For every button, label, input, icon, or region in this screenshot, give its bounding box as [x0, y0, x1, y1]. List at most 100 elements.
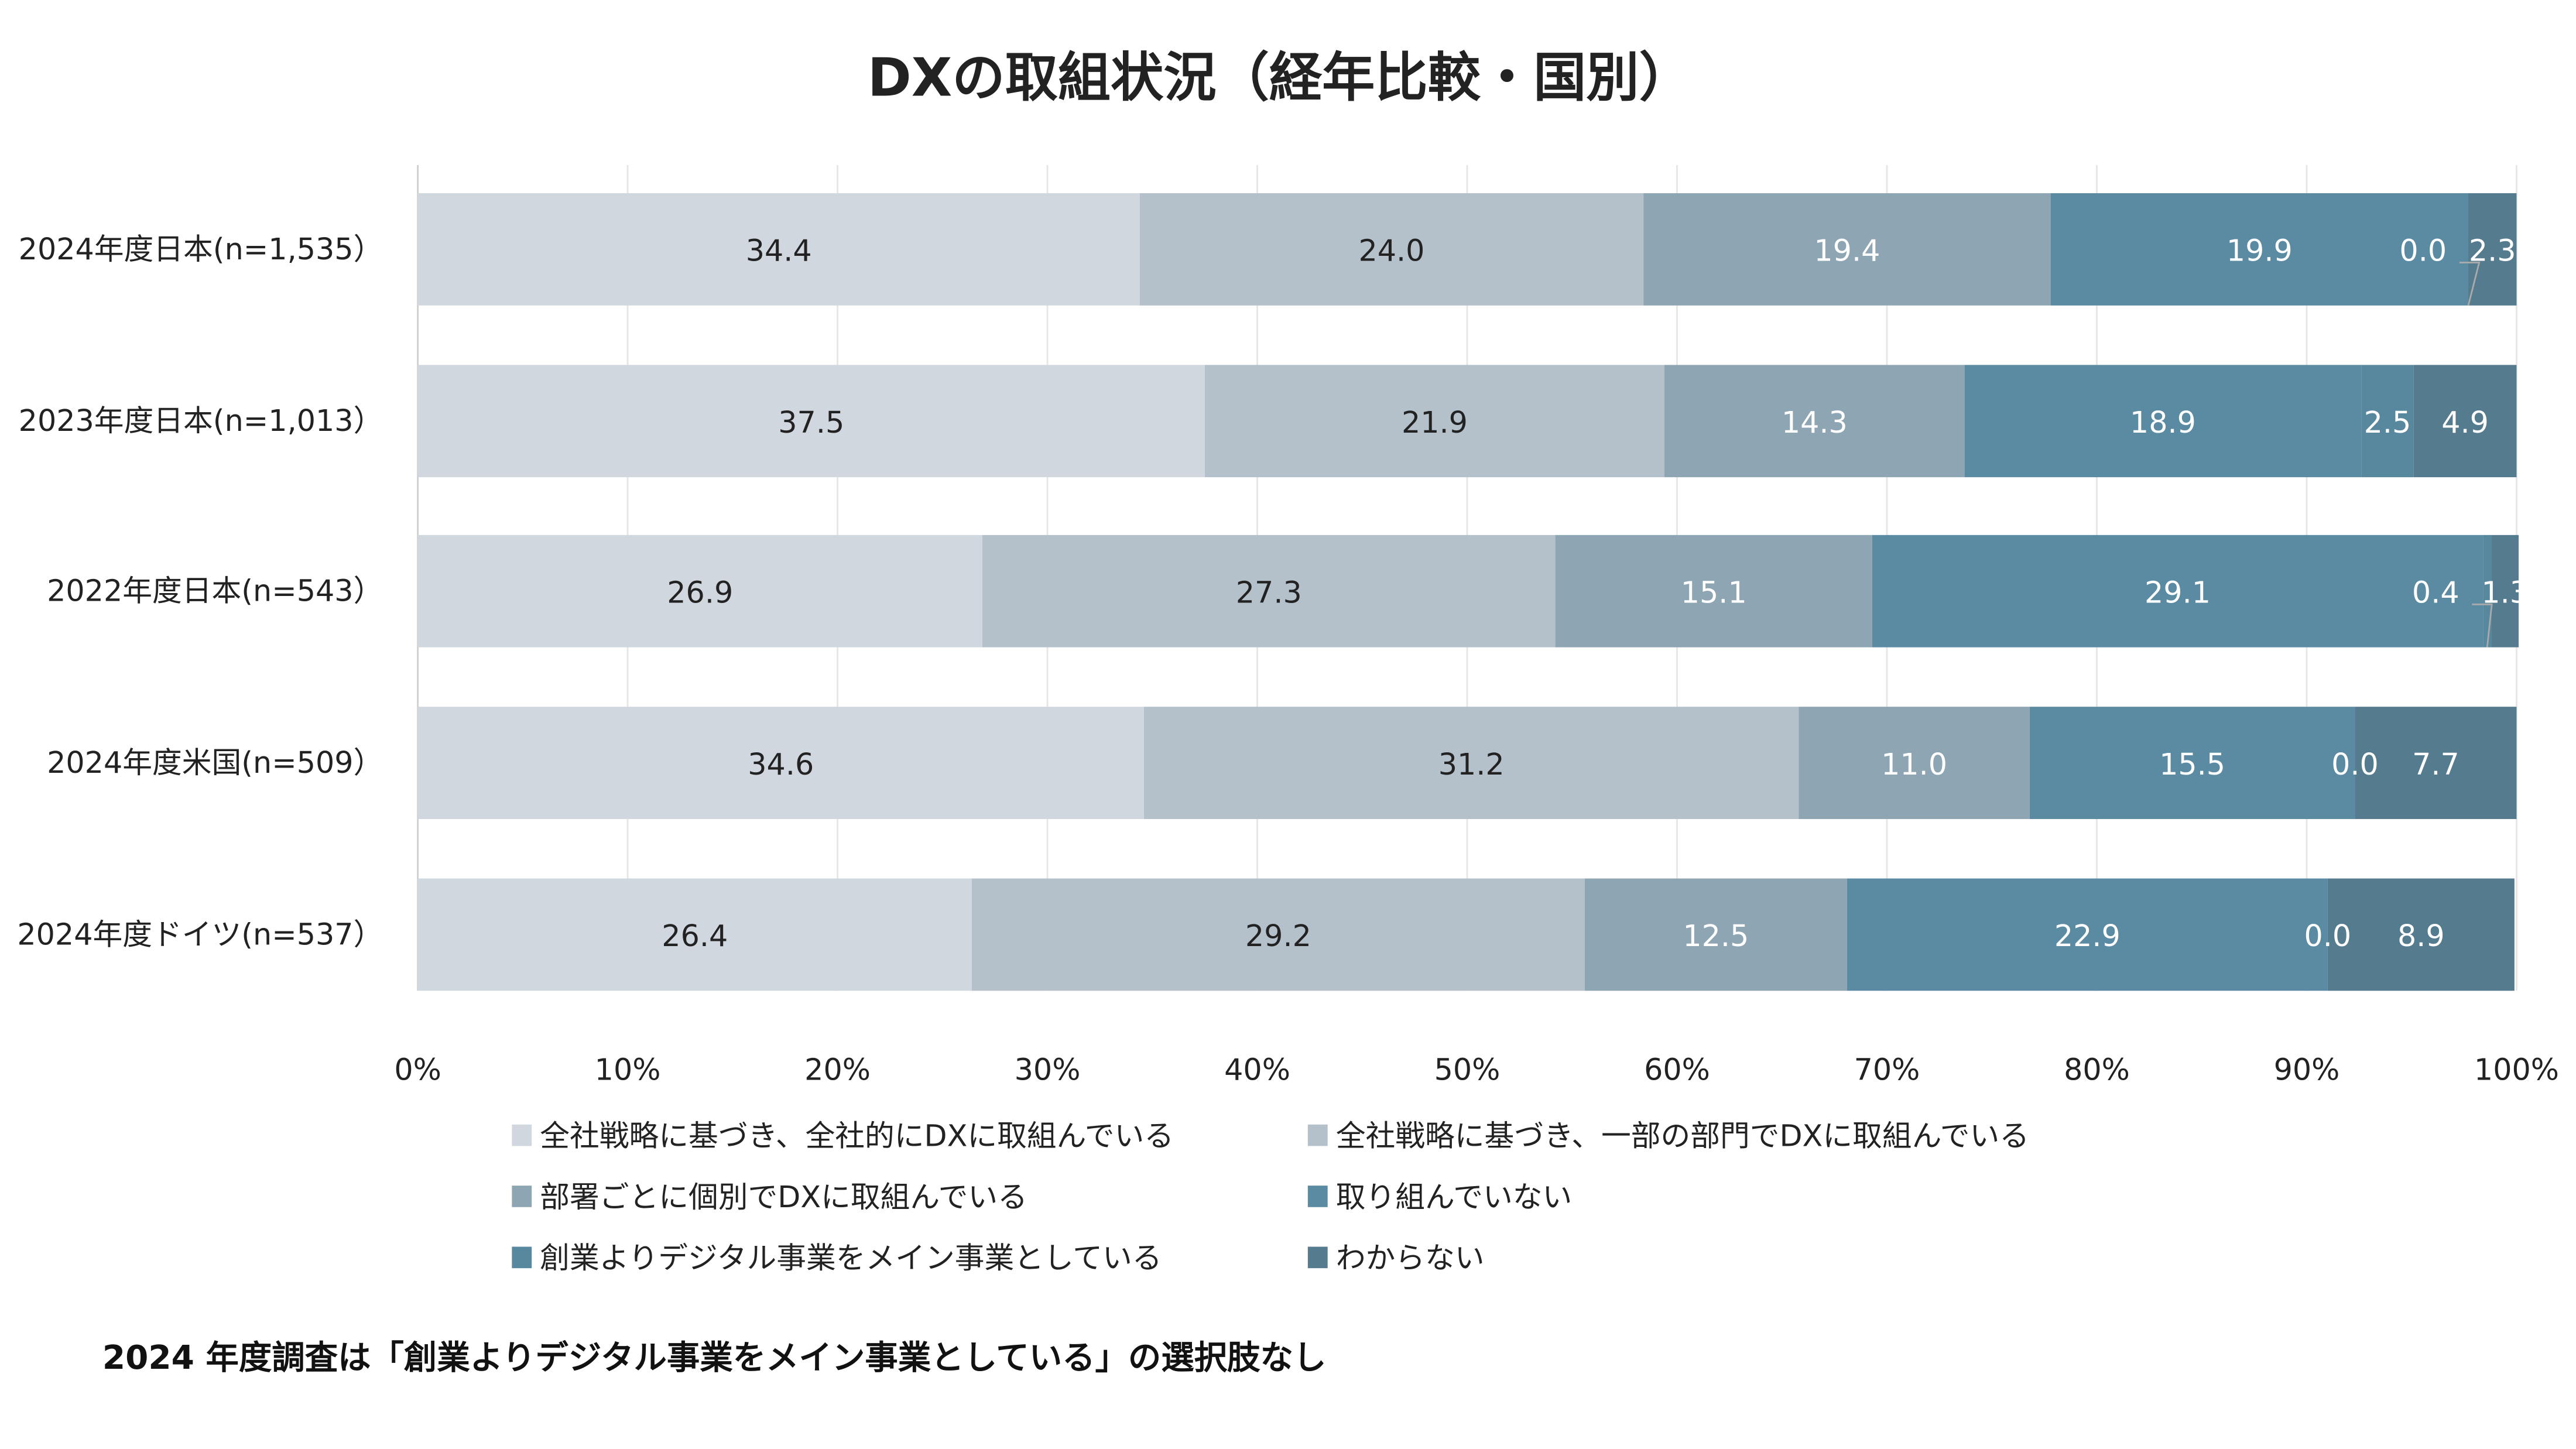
bar-segment	[417, 707, 1144, 819]
bar-segment	[1204, 365, 1665, 478]
x-tick-label: 40%	[1224, 1053, 1290, 1087]
legend-item: 部署ごとに個別でDXに取組んでいる	[512, 1180, 1027, 1214]
data-label: 31.2	[1438, 747, 1505, 782]
data-label: 8.9	[2397, 919, 2445, 953]
legend-item: 全社戦略に基づき、一部の部門でDXに取組んでいる	[1307, 1118, 2029, 1153]
bar-segment	[1872, 535, 2483, 648]
bar-segment	[2050, 193, 2469, 306]
footnote: 2024 年度調査は「創業よりデジタル事業をメイン事業としている」の選択肢なし	[102, 1339, 1327, 1377]
x-tick-label: 100%	[2474, 1053, 2559, 1087]
legend-label: 全社戦略に基づき、一部の部門でDXに取組んでいる	[1336, 1118, 2029, 1153]
leader-line	[2472, 603, 2493, 648]
legend-swatch	[512, 1246, 532, 1269]
legend: 全社戦略に基づき、全社的にDXに取組んでいる 全社戦略に基づき、一部の部門でDXに…	[512, 1118, 2029, 1275]
legend-item: 取り組んでいない	[1307, 1180, 1572, 1214]
category-label: 2024年度ドイツ(n=537）	[17, 917, 383, 951]
legend-item: 全社戦略に基づき、全社的にDXに取組んでいる	[512, 1118, 1174, 1153]
data-label: 12.5	[1683, 919, 1749, 953]
x-tick-label: 70%	[1854, 1053, 1920, 1087]
data-label: 15.5	[2159, 747, 2225, 782]
bar-segment	[417, 365, 1205, 478]
data-label: 7.7	[2412, 747, 2459, 782]
data-label: 37.5	[778, 405, 844, 440]
x-tick-label: 60%	[1644, 1053, 1710, 1087]
bar-segment	[1555, 535, 1872, 648]
bar-segment	[1139, 193, 1644, 306]
data-label: 0.0	[2399, 234, 2447, 268]
data-label: 0.0	[2331, 747, 2379, 782]
data-label: 26.9	[667, 575, 733, 609]
data-label: 22.9	[2054, 919, 2121, 953]
bars	[417, 193, 2519, 991]
data-label: 34.6	[748, 747, 814, 782]
legend-label: 創業よりデジタル事業をメイン事業としている	[540, 1241, 1162, 1275]
bar-segment	[2029, 707, 2355, 819]
data-labels: 34.4 24.0 19.4 19.9 0.0 2.3 37.5 21.9 14.3 18.9 2.…	[662, 234, 2529, 954]
x-tick-label: 0%	[394, 1053, 441, 1087]
x-tick-label: 90%	[2274, 1053, 2340, 1087]
category-label: 2023年度日本(n=1,013）	[19, 403, 383, 438]
x-tick-label: 10%	[595, 1053, 661, 1087]
bar-segment	[1664, 365, 1965, 478]
bar-segment	[2468, 193, 2517, 306]
bar-segment	[417, 535, 982, 648]
data-label: 27.3	[1236, 575, 1302, 609]
data-label: 18.9	[2130, 405, 2196, 440]
bar-segment	[1799, 707, 2030, 819]
data-label: 29.1	[2145, 575, 2211, 609]
category-label: 2022年度日本(n=543）	[47, 574, 383, 608]
data-label: 1.3	[2481, 575, 2529, 609]
bar-segment	[2413, 365, 2517, 478]
data-label: 26.4	[662, 919, 728, 953]
legend-swatch	[512, 1124, 532, 1146]
legend-swatch	[1307, 1186, 1328, 1207]
x-axis-ticks: 0% 10% 20% 30% 40% 50% 60% 70% 80% 90% 100%	[394, 1053, 2559, 1087]
leader-line	[2459, 262, 2481, 306]
bar-segment	[1143, 707, 1799, 819]
legend-label: わからない	[1336, 1241, 1485, 1275]
bar-segment	[971, 878, 1585, 991]
bar-segment	[1964, 365, 2362, 478]
bar-segment	[2327, 878, 2515, 991]
bar-segment	[982, 535, 1556, 648]
x-tick-label: 30%	[1015, 1053, 1081, 1087]
x-tick-label: 80%	[2064, 1053, 2130, 1087]
data-label: 0.0	[2304, 919, 2351, 953]
data-label: 4.9	[2441, 405, 2489, 440]
data-label: 14.3	[1782, 405, 1848, 440]
data-label: 21.9	[1402, 405, 1468, 440]
bar-segment	[2361, 365, 2414, 478]
category-labels: 2024年度日本(n=1,535） 2023年度日本(n=1,013） 2022年度…	[17, 232, 383, 952]
bar-segment	[417, 193, 1140, 306]
legend-swatch	[1307, 1246, 1328, 1269]
chart-title: DXの取組状況（経年比較・国別）	[868, 47, 1692, 109]
legend-swatch	[1307, 1124, 1328, 1146]
bar-segment	[2483, 535, 2492, 648]
legend-label: 部署ごとに個別でDXに取組んでいる	[540, 1180, 1027, 1214]
category-label: 2024年度日本(n=1,535）	[19, 232, 383, 266]
x-tick-label: 20%	[804, 1053, 871, 1087]
bar-segment	[2355, 707, 2517, 819]
data-label: 24.0	[1358, 234, 1424, 268]
data-label: 2.5	[2364, 405, 2411, 440]
category-label: 2024年度米国(n=509）	[47, 745, 383, 780]
data-label: 2.3	[2469, 234, 2516, 268]
legend-label: 取り組んでいない	[1336, 1180, 1572, 1214]
data-label: 0.4	[2412, 575, 2459, 609]
legend-label: 全社戦略に基づき、全社的にDXに取組んでいる	[540, 1118, 1174, 1153]
bar-segment	[1584, 878, 1847, 991]
data-label: 34.4	[746, 234, 812, 268]
bar-segment	[1847, 878, 2328, 991]
bar-segment	[2491, 535, 2519, 648]
data-label: 19.4	[1814, 234, 1880, 268]
legend-swatch	[512, 1186, 532, 1207]
bar-segment	[1643, 193, 2051, 306]
data-label: 19.9	[2226, 234, 2293, 268]
x-tick-label: 50%	[1434, 1053, 1501, 1087]
data-label: 11.0	[1881, 747, 1947, 782]
legend-item: 創業よりデジタル事業をメイン事業としている	[512, 1241, 1162, 1275]
data-label: 29.2	[1245, 919, 1311, 953]
bar-segment	[417, 878, 972, 991]
data-label: 15.1	[1681, 575, 1747, 609]
